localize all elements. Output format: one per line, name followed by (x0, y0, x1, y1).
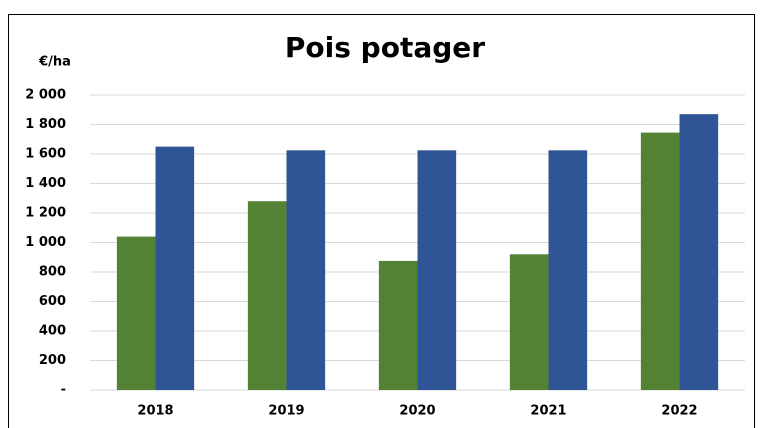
y-tick-label: 1 200 (25, 206, 66, 221)
y-tick-label: 1 800 (25, 117, 66, 132)
chart-title: Pois potager (285, 31, 485, 64)
bar (417, 150, 457, 390)
bar (509, 254, 549, 390)
bar (679, 114, 719, 391)
bar (247, 201, 287, 390)
bar (286, 150, 326, 390)
bar (548, 150, 588, 390)
x-tick-label: 2019 (268, 404, 304, 419)
x-tick-label: 2021 (530, 404, 566, 419)
bar (640, 132, 680, 391)
y-tick-label: 600 (39, 294, 66, 309)
y-tick-label: 1 400 (25, 176, 66, 191)
x-tick-label: 2020 (399, 404, 435, 419)
y-tick-label: 1 600 (25, 147, 66, 162)
y-axis-label: €/ha (38, 55, 71, 70)
bar (378, 260, 418, 390)
y-tick-label: 400 (39, 324, 66, 339)
y-tick-label: - (61, 383, 66, 398)
bar (116, 236, 156, 390)
y-tick-label: 800 (39, 265, 66, 280)
x-tick-label: 2018 (137, 404, 173, 419)
y-tick-label: 2 000 (25, 88, 66, 103)
x-tick-label: 2022 (661, 404, 697, 419)
bar (155, 146, 195, 390)
y-tick-label: 200 (39, 353, 66, 368)
y-tick-label: 1 000 (25, 235, 66, 250)
